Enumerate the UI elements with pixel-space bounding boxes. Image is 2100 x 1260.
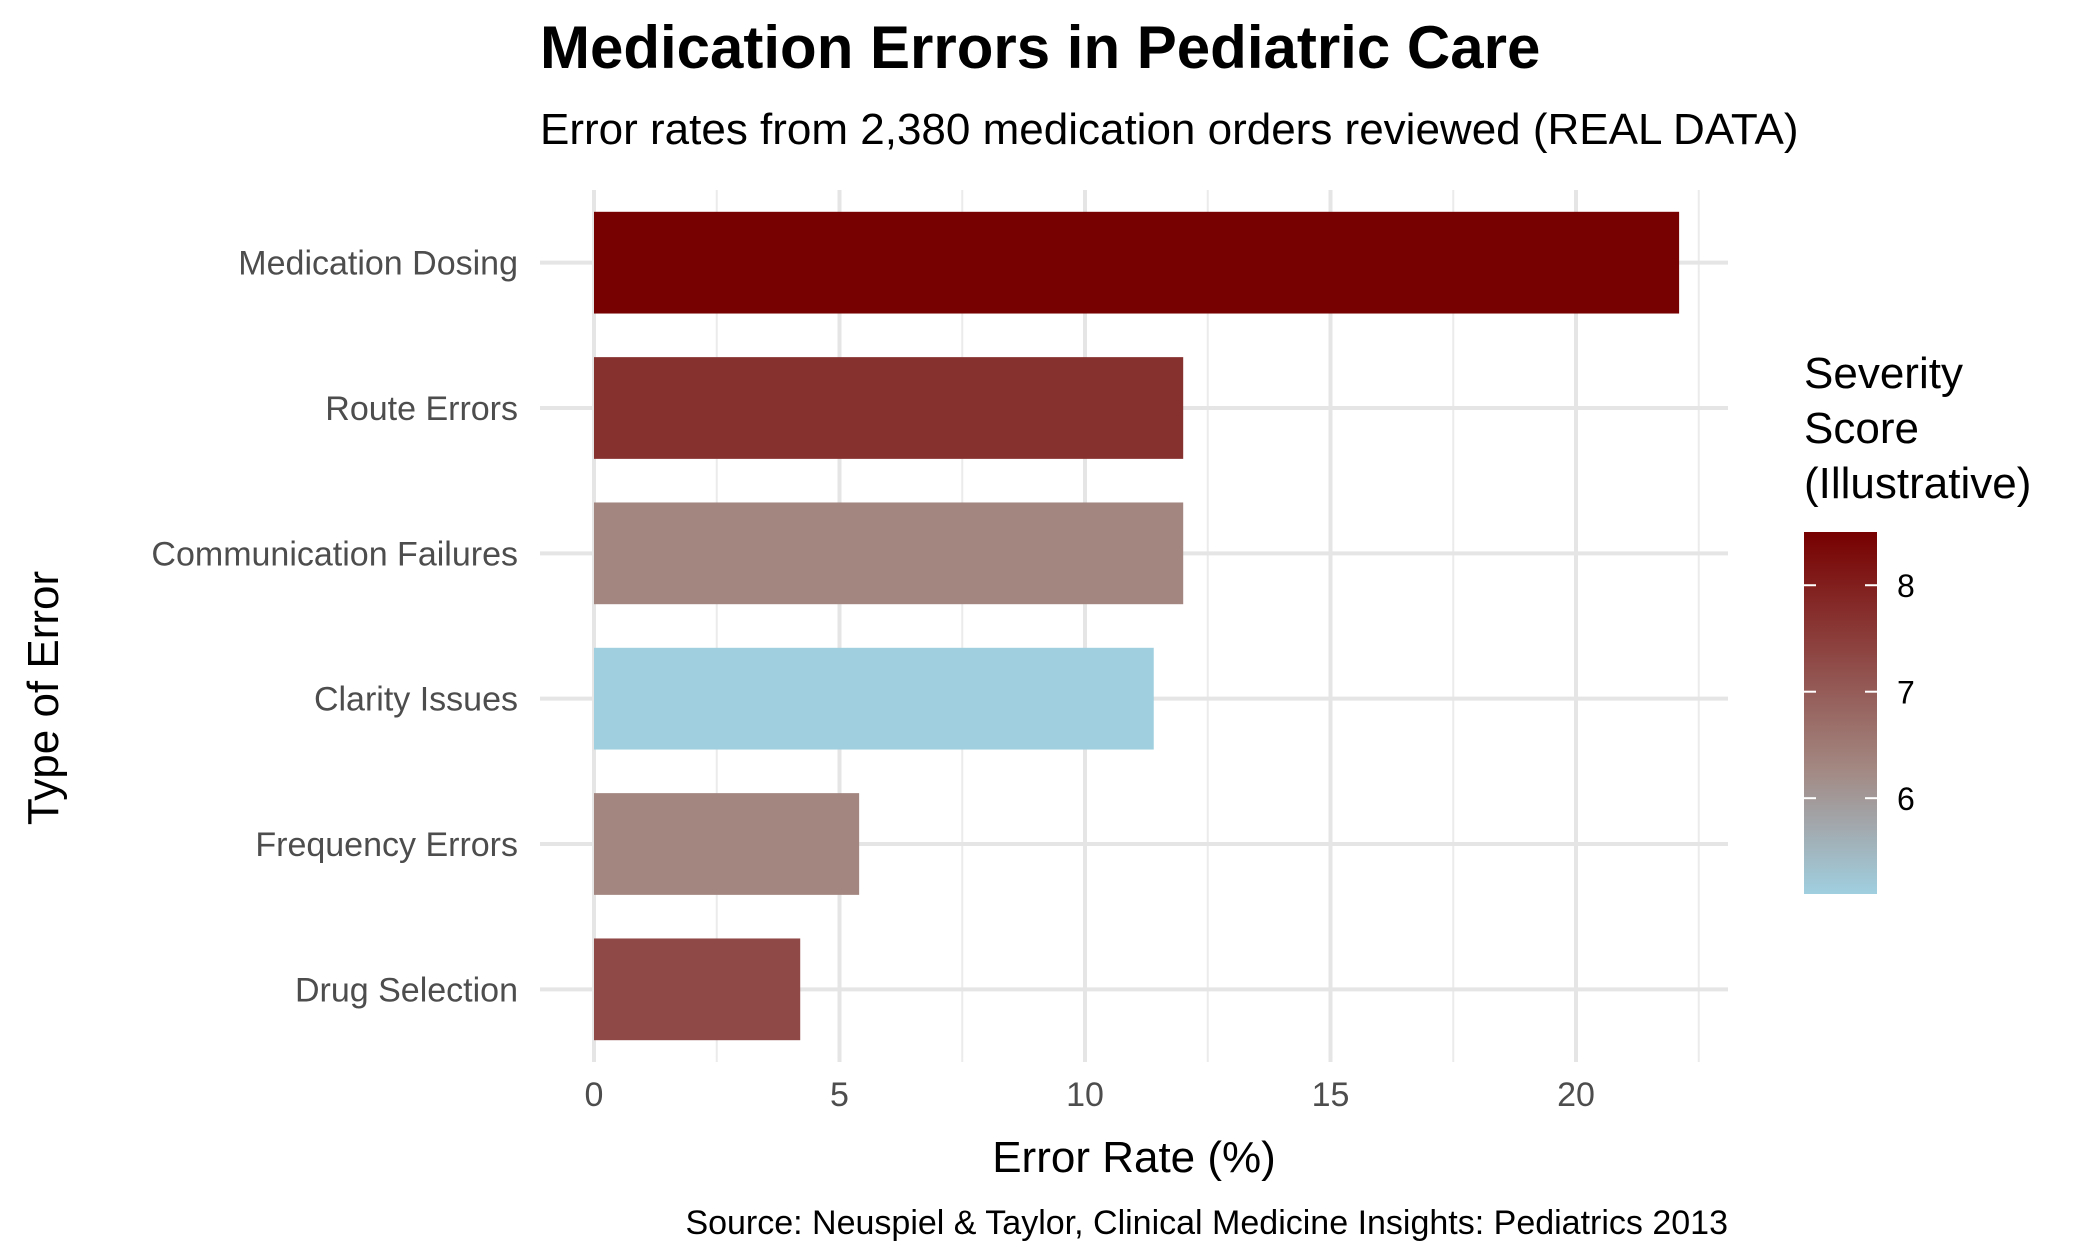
bar xyxy=(594,502,1184,605)
y-axis-title: Type of Error xyxy=(19,571,68,825)
y-tick-label: Route Errors xyxy=(325,390,518,428)
legend-ticks: 6 7 8 xyxy=(1804,568,1915,817)
legend: Severity Score (Illustrative) 6 7 8 xyxy=(1804,349,2031,894)
y-tick-label: Clarity Issues xyxy=(314,681,518,719)
bar xyxy=(594,211,1680,314)
bar xyxy=(594,938,801,1041)
legend-title-line-2: Score xyxy=(1804,404,1919,453)
legend-tick-label: 8 xyxy=(1897,568,1915,604)
x-tick-label: 10 xyxy=(1066,1076,1104,1114)
chart-caption: Source: Neuspiel & Taylor, Clinical Medi… xyxy=(685,1204,1728,1242)
y-tick-label: Frequency Errors xyxy=(255,826,518,864)
y-tick-label: Drug Selection xyxy=(295,971,518,1009)
y-tick-labels: Medication Dosing Route Errors Communicati… xyxy=(151,245,518,1010)
legend-title: Severity Score (Illustrative) xyxy=(1804,349,2031,508)
legend-title-line-1: Severity xyxy=(1804,349,1963,398)
x-tick-label: 5 xyxy=(830,1076,849,1114)
grid-lines xyxy=(540,190,1728,1062)
bar xyxy=(594,647,1154,750)
x-axis-title: Error Rate (%) xyxy=(992,1133,1276,1182)
y-tick-label: Communication Failures xyxy=(151,535,518,573)
bars xyxy=(594,211,1680,1041)
chart-subtitle: Error rates from 2,380 medication orders… xyxy=(540,105,1799,154)
x-tick-labels: 0 5 10 15 20 xyxy=(585,1076,1595,1114)
legend-tick-label: 7 xyxy=(1897,675,1915,711)
legend-colorbar xyxy=(1804,532,1877,894)
bar xyxy=(594,793,860,895)
legend-title-line-3: (Illustrative) xyxy=(1804,459,2031,508)
x-tick-label: 20 xyxy=(1557,1076,1595,1114)
legend-tick-label: 6 xyxy=(1897,781,1915,817)
x-tick-label: 0 xyxy=(585,1076,604,1114)
chart-title: Medication Errors in Pediatric Care xyxy=(540,14,1540,81)
x-tick-label: 15 xyxy=(1312,1076,1350,1114)
bar xyxy=(594,357,1184,459)
y-tick-label: Medication Dosing xyxy=(238,245,518,283)
